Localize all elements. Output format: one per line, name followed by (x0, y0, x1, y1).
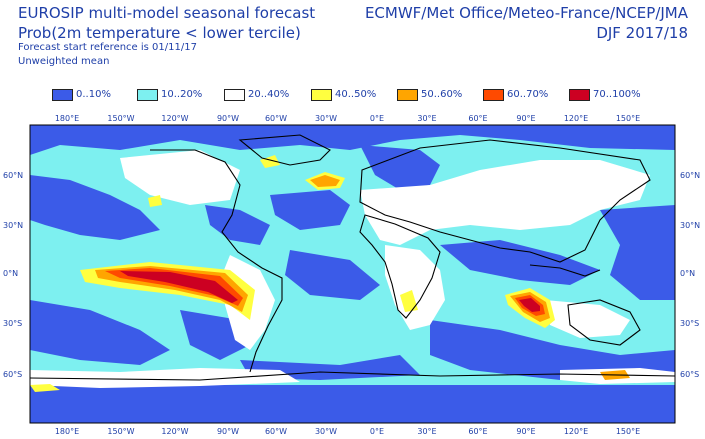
lat-tick: 60°N (3, 171, 23, 180)
coastlines (30, 134, 675, 381)
map-title: EUROSIP multi-model seasonal forecast (18, 4, 316, 22)
lon-tick: 120°E (564, 427, 588, 436)
legend-swatch (224, 88, 245, 101)
lon-tick: 180°E (55, 427, 79, 436)
legend-item-60-70: 60..70% (483, 88, 548, 101)
lon-tick-top: 90°E (516, 114, 535, 123)
lon-tick: 90°E (516, 427, 535, 436)
lon-tick: 60°E (468, 427, 487, 436)
forecast-start-note: Forecast start reference is 01/11/17 (18, 42, 197, 53)
lat-tick-right: 60°N (680, 171, 700, 180)
forecast-centres: ECMWF/Met Office/Meteo-France/NCEP/JMA (364, 4, 688, 22)
lon-tick-top: 60°W (265, 114, 287, 123)
legend-label: 40..50% (335, 89, 377, 100)
lon-tick: 150°E (616, 427, 640, 436)
legend-swatch (311, 88, 332, 101)
legend-item-10-20: 10..20% (137, 88, 202, 101)
lon-tick-top: 30°W (315, 114, 337, 123)
legend-swatch (397, 88, 418, 101)
legend-label: 20..40% (248, 89, 290, 100)
lon-tick: 30°E (417, 427, 436, 436)
lon-tick: 120°W (161, 427, 188, 436)
legend-label: 10..20% (161, 89, 203, 100)
low-probability-regions (30, 125, 675, 423)
longitude-ticks-top: 180°E 150°W 120°W 90°W 60°W 30°W 0°E 30°… (55, 114, 640, 123)
lon-tick-top: 60°E (468, 114, 487, 123)
legend-item-50-60: 50..60% (397, 88, 462, 101)
legend-item-40-50: 40..50% (311, 88, 376, 101)
lon-tick: 90°W (217, 427, 239, 436)
legend-swatch (483, 88, 504, 101)
lon-tick: 30°W (315, 427, 337, 436)
lon-tick-top: 30°E (417, 114, 436, 123)
lon-tick-top: 120°W (161, 114, 188, 123)
longitude-ticks-bottom: 180°E 150°W 120°W 90°W 60°W 30°W 0°E 30°… (55, 427, 640, 436)
lon-tick: 0°E (370, 427, 384, 436)
lat-tick-right: 30°S (680, 319, 699, 328)
forecast-season: DJF 2017/18 (596, 24, 688, 42)
legend-label: 0..10% (76, 89, 111, 100)
lat-tick-right: 0°N (680, 269, 695, 278)
lat-tick: 0°N (3, 269, 18, 278)
legend-label: 60..70% (507, 89, 549, 100)
legend-swatch (52, 88, 73, 101)
lon-tick-top: 150°E (616, 114, 640, 123)
mid-probability-regions (30, 150, 675, 388)
legend-label: 70..100% (593, 89, 641, 100)
high-probability-regions (30, 155, 630, 392)
lon-tick-top: 180°E (55, 114, 79, 123)
legend-item-70-100: 70..100% (569, 88, 641, 101)
weighting-note: Unweighted mean (18, 56, 110, 67)
legend-label: 50..60% (421, 89, 463, 100)
latitude-ticks-left: 60°N 30°N 0°N 30°S 60°S (3, 171, 23, 379)
lon-tick-top: 120°E (564, 114, 588, 123)
lon-tick-top: 150°W (107, 114, 134, 123)
lat-tick: 30°S (3, 319, 22, 328)
lat-tick-right: 30°N (680, 221, 700, 230)
legend-item-0-10: 0..10% (52, 88, 111, 101)
lon-tick: 60°W (265, 427, 287, 436)
map-field (30, 125, 675, 423)
lon-tick-top: 0°E (370, 114, 384, 123)
lat-tick-right: 60°S (680, 370, 699, 379)
legend-swatch (137, 88, 158, 101)
latitude-ticks-right: 60°N 30°N 0°N 30°S 60°S (680, 171, 700, 379)
legend-swatch (569, 88, 590, 101)
map-frame (29, 124, 676, 424)
lat-tick: 30°N (3, 221, 23, 230)
legend-item-20-40: 20..40% (224, 88, 289, 101)
lon-tick-top: 90°W (217, 114, 239, 123)
map-subtitle: Prob(2m temperature < lower tercile) (18, 24, 301, 42)
lat-tick: 60°S (3, 370, 22, 379)
lon-tick: 150°W (107, 427, 134, 436)
